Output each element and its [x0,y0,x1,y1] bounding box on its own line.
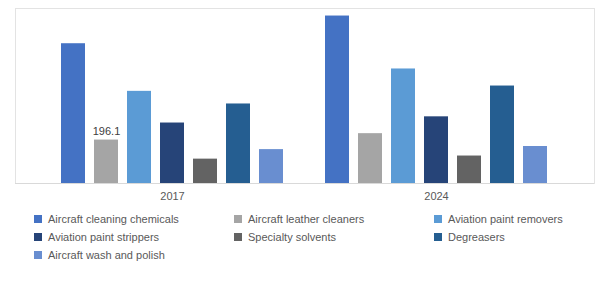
html-text:Specialty solvents: Specialty solvents [248,231,336,243]
html-text:Aircraft leather cleaners: Aircraft leather cleaners [248,213,365,225]
svg-text:196.1: 196.1 [93,125,121,137]
html-text:Degreasers: Degreasers [448,231,505,243]
html-text:Aircraft wash and polish: Aircraft wash and polish [48,249,165,261]
svg-text:2017: 2017 [160,190,184,202]
html-text:Aircraft cleaning chemicals: Aircraft cleaning chemicals [48,213,179,225]
html-text:Aviation paint removers: Aviation paint removers [448,213,563,225]
svg-text:2024: 2024 [424,190,448,202]
html-text:Aviation paint strippers: Aviation paint strippers [48,231,160,243]
